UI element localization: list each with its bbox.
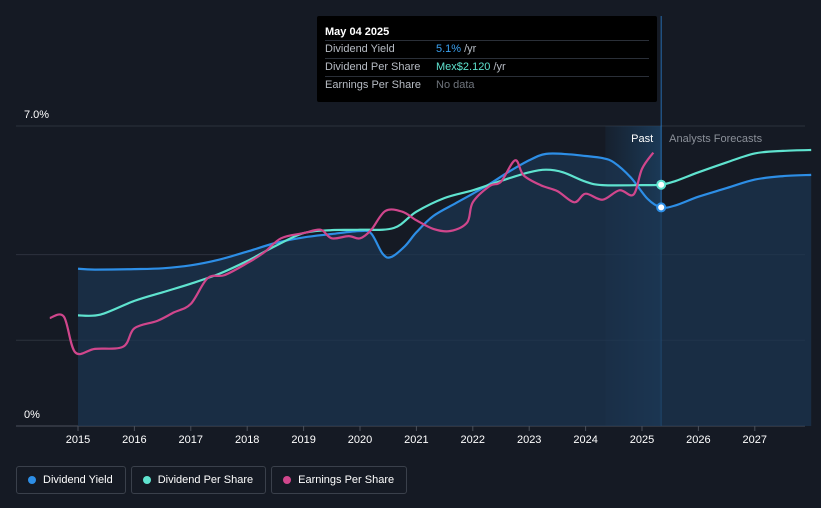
dividend-yield-area <box>78 153 812 427</box>
tooltip-unit: /yr <box>464 43 477 55</box>
legend-label: Dividend Yield <box>43 474 113 486</box>
tooltip-label: Dividend Per Share <box>325 61 421 73</box>
dividend-yield-marker <box>656 202 667 213</box>
dividend-per-share-marker <box>656 179 667 190</box>
tooltip-label: Dividend Yield <box>325 43 395 55</box>
dividend-per-share-dot-icon <box>142 476 151 484</box>
tooltip-date: May 04 2025 <box>325 26 390 38</box>
earnings-per-share-line <box>49 151 655 356</box>
y-tick-label: 0% <box>24 409 40 421</box>
legend-label: Earnings Per Share <box>298 474 395 486</box>
tooltip-unit: /yr <box>493 61 506 73</box>
tooltip-value: 5.1% <box>436 43 462 55</box>
legend-item-earnings-per-share[interactable]: Earnings Per Share <box>271 466 408 494</box>
earnings-per-share-dot-icon <box>283 476 292 484</box>
x-tick-label: 2020 <box>348 434 372 446</box>
tooltip-row: Earnings Per Share No data <box>325 76 649 94</box>
x-tick-label: 2023 <box>517 434 541 446</box>
x-tick-label: 2017 <box>179 434 203 446</box>
tooltip-row: Dividend Per Share Mex$2.120 /yr <box>325 58 649 76</box>
dividend-yield-dot-icon <box>28 476 36 484</box>
past-label: Past <box>631 133 653 145</box>
y-axis-ticks: 7.0% 0% <box>24 109 49 421</box>
yield-area <box>78 153 812 427</box>
x-tick-label: 2026 <box>686 434 710 446</box>
x-tick-label: 2021 <box>404 434 428 446</box>
tooltip-row: Dividend Yield 5.1% /yr <box>325 40 649 58</box>
x-axis-ticks: 2015 2016 2017 2018 2019 2020 2021 2022 2023 2024… <box>66 426 767 446</box>
forecast-label: Analysts Forecasts <box>669 133 762 145</box>
x-tick-label: 2018 <box>235 434 259 446</box>
x-tick-label: 2024 <box>573 434 597 446</box>
tooltip: May 04 2025 Dividend Yield 5.1% /yr Divi… <box>317 16 657 102</box>
x-tick-label: 2019 <box>291 434 315 446</box>
tooltip-value: Mex$2.120 <box>436 61 491 73</box>
tooltip-value: No data <box>436 79 475 91</box>
x-tick-label: 2016 <box>122 434 146 446</box>
legend-label: Dividend Per Share <box>157 474 254 486</box>
y-tick-label: 7.0% <box>24 109 49 121</box>
x-tick-label: 2022 <box>461 434 485 446</box>
legend-item-dividend-per-share[interactable]: Dividend Per Share <box>130 466 267 494</box>
tooltip-label: Earnings Per Share <box>325 79 421 91</box>
x-tick-label: 2027 <box>743 434 767 446</box>
hover-markers <box>656 179 667 213</box>
legend-item-dividend-yield[interactable]: Dividend Yield <box>16 466 126 494</box>
x-tick-label: 2025 <box>630 434 654 446</box>
legend: Dividend Yield Dividend Per Share Earnin… <box>16 466 408 494</box>
x-tick-label: 2015 <box>66 434 90 446</box>
